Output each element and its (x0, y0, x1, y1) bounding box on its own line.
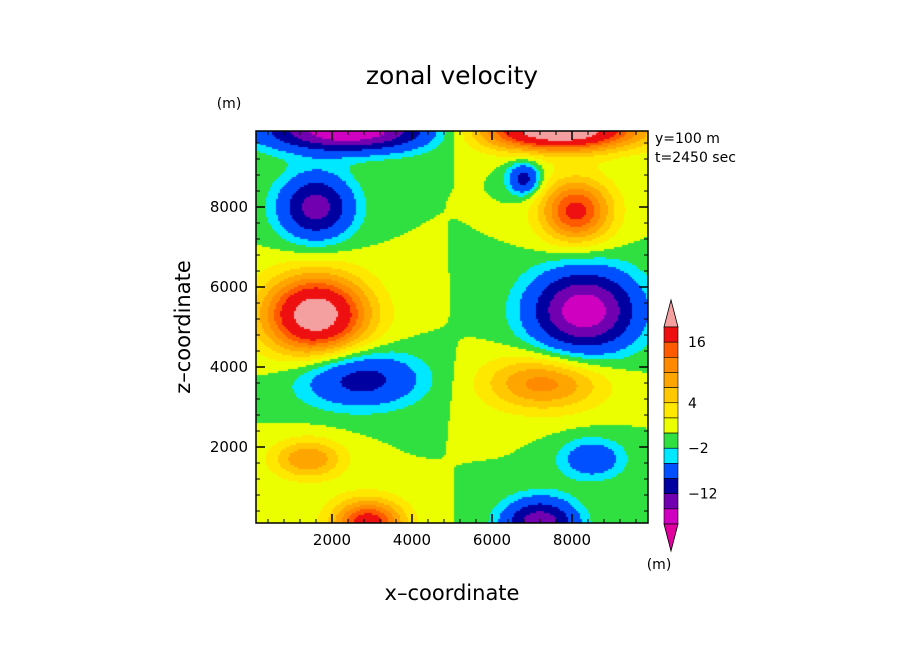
colorbar-band (663, 341, 679, 358)
annotation-t: t=2450 sec (655, 150, 736, 166)
colorbar (663, 298, 679, 553)
colorbar-band (663, 417, 679, 434)
y-tick-label: 4000 (210, 358, 248, 376)
x-axis-label: x–coordinate (385, 581, 520, 605)
y-tick-label: 8000 (210, 198, 248, 216)
colorbar-band (663, 463, 679, 479)
colorbar-tick-label: 16 (688, 335, 706, 351)
x-axis-ticks: 2000 4000 6000 8000 (313, 131, 591, 549)
colorbar-band (663, 432, 679, 449)
colorbar-tick-label: −2 (688, 441, 709, 457)
colorbar-band (663, 357, 679, 373)
y-axis-ticks: 2000 4000 6000 8000 (210, 198, 648, 456)
y-axis-label: z–coordinate (171, 260, 195, 394)
colorbar-labels: 16 4 −2 −12 (688, 335, 718, 503)
colorbar-tick-label: 4 (688, 396, 697, 412)
y-tick-label: 6000 (210, 278, 248, 296)
y-tick-label: 2000 (210, 438, 248, 456)
colorbar-band (663, 372, 679, 388)
heatmap-field (256, 131, 648, 523)
x-tick-label: 8000 (553, 531, 591, 549)
colorbar-band (663, 387, 679, 404)
colorbar-band (663, 447, 679, 464)
x-tick-label: 6000 (473, 531, 511, 549)
colorbar-top-arrow (663, 298, 679, 328)
x-tick-label: 2000 (313, 531, 351, 549)
x-tick-label: 4000 (393, 531, 431, 549)
colorbar-band (663, 326, 679, 343)
plot-frame (255, 130, 649, 524)
annotation-y: y=100 m (655, 131, 720, 147)
colorbar-unit-label: (m) (647, 557, 672, 573)
chart-title: zonal velocity (366, 61, 538, 90)
colorbar-tick-label: −12 (688, 487, 718, 503)
colorbar-band (663, 478, 679, 494)
colorbar-band (663, 402, 679, 419)
minor-ticks (256, 131, 648, 523)
heatmap-plot (256, 131, 648, 523)
colorbar-bottom-arrow (663, 523, 679, 553)
y-unit-label: (m) (217, 96, 242, 112)
colorbar-band (663, 493, 679, 510)
colorbar-band (663, 508, 679, 525)
